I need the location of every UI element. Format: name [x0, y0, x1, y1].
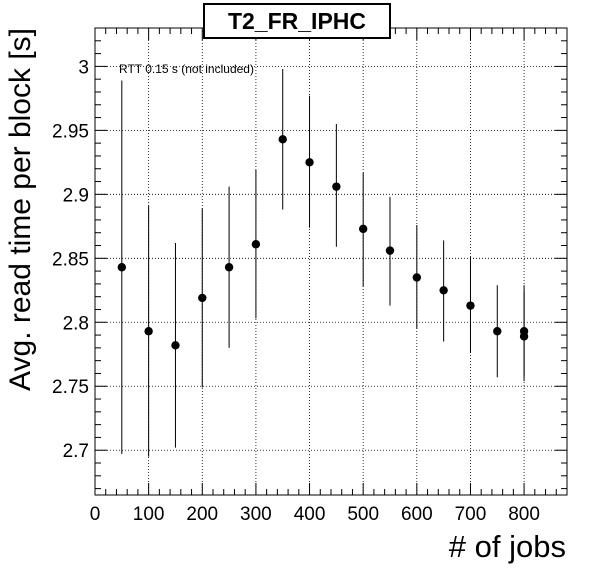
- data-point: [198, 293, 207, 303]
- y-tick-label: 2.95: [52, 121, 89, 142]
- data-point: [385, 246, 395, 255]
- tick-labels: 0 100 200 300 400 500 600 700 800 2.7 2.75 2.8 2.85 2…: [52, 57, 540, 525]
- data-point: [332, 182, 341, 191]
- chart-annotation: RTT 0.15 s (not included): [119, 62, 254, 76]
- data-point: [439, 286, 448, 295]
- data-point: [519, 332, 529, 341]
- plot-area-border: [94, 27, 568, 496]
- data-points: [117, 135, 529, 350]
- y-tick-label: 2.85: [52, 249, 89, 270]
- data-point: [412, 273, 422, 282]
- x-axis-title: # of jobs: [449, 529, 566, 564]
- x-tick-label: 700: [455, 504, 487, 525]
- x-tick-label: 100: [133, 504, 165, 525]
- x-tick-label: 400: [294, 504, 326, 525]
- data-point: [171, 341, 180, 350]
- title-box: [203, 3, 391, 39]
- y-tick-label: 2.8: [63, 313, 89, 334]
- data-point: [117, 263, 127, 272]
- error-bars: [121, 68, 525, 457]
- x-tick-label: 0: [90, 504, 101, 525]
- x-tick-label: 800: [508, 504, 540, 525]
- x-tick-label: 600: [401, 504, 433, 525]
- data-point: [358, 224, 368, 234]
- data-point: [278, 135, 287, 144]
- x-tick-label: 300: [240, 504, 272, 525]
- data-point: [251, 240, 261, 249]
- y-tick-label: 2.7: [63, 441, 89, 462]
- x-tick-label: 500: [347, 504, 379, 525]
- y-tick-label: 2.9: [63, 185, 89, 206]
- x-tick-label: 200: [186, 504, 218, 525]
- data-point: [466, 301, 475, 310]
- data-point: [305, 158, 314, 167]
- y-axis-title: Avg. read time per block [s]: [4, 28, 37, 391]
- data-point: [144, 327, 153, 336]
- data-point: [224, 263, 234, 272]
- chart-title: T2_FR_IPHC: [228, 8, 366, 34]
- y-tick-label: 2.75: [52, 377, 89, 398]
- data-point: [493, 327, 502, 336]
- grid-layer: [94, 28, 567, 495]
- plot-frame: [94, 27, 568, 496]
- y-tick-label: 3: [78, 57, 89, 78]
- axis-ticks: [94, 27, 568, 495]
